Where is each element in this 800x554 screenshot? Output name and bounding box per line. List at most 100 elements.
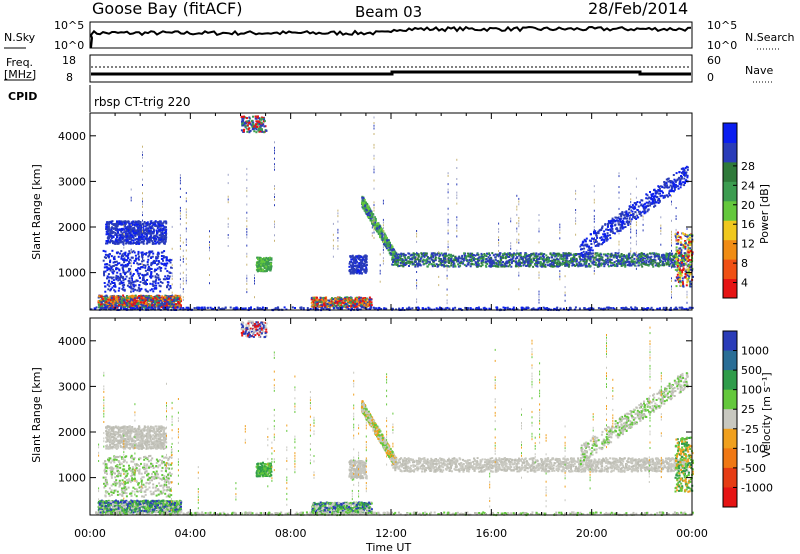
power-cell (607, 257, 609, 259)
power-cell (124, 254, 126, 256)
power-cell (367, 304, 369, 306)
power-cell (110, 283, 112, 285)
power-cell (104, 282, 106, 284)
power-cell (109, 236, 111, 238)
power-cell (366, 257, 368, 259)
power-cell (135, 284, 137, 286)
power-cell (601, 263, 603, 265)
power-cell (150, 299, 152, 301)
power-cell (246, 128, 248, 130)
power-cell (119, 228, 121, 230)
power-cell (621, 258, 623, 260)
power-cell (340, 298, 342, 300)
power-cell (123, 242, 125, 244)
power-cell (641, 255, 643, 257)
power-cell (347, 296, 349, 298)
power-cell (168, 295, 170, 297)
power-cell (140, 299, 142, 301)
power-cell (103, 274, 105, 276)
power-cell (386, 244, 388, 246)
power-cell (607, 259, 609, 261)
power-cell (136, 270, 138, 272)
power-cell (139, 273, 141, 275)
power-cell (126, 235, 128, 237)
power-cell (386, 240, 388, 242)
power-cell (367, 214, 369, 216)
power-cell (268, 267, 270, 269)
power-cell (121, 228, 123, 230)
power-cell (516, 263, 518, 265)
power-cell (614, 261, 616, 263)
power-cell (586, 256, 588, 258)
power-cell (260, 258, 262, 260)
power-cell (116, 223, 118, 225)
power-cell (541, 257, 543, 259)
power-cell (267, 262, 269, 264)
power-cell (499, 252, 501, 254)
power-cell (135, 242, 137, 244)
power-cell (136, 262, 138, 264)
power-cell (164, 296, 166, 298)
power-cell (376, 228, 378, 230)
power-cell (114, 258, 116, 260)
power-cell (145, 302, 147, 304)
power-cell (149, 225, 151, 227)
power-cell (111, 277, 113, 279)
power-cell (647, 253, 649, 255)
power-cell (506, 265, 508, 267)
power-cell (164, 256, 166, 258)
power-cell (173, 304, 175, 306)
power-cell (384, 234, 386, 236)
power-cell (313, 297, 315, 299)
power-cell (643, 253, 645, 255)
power-cell (258, 121, 260, 123)
power-cell (114, 234, 116, 236)
power-cell (366, 269, 368, 271)
power-cell (104, 256, 106, 258)
power-cell (371, 304, 373, 306)
power-cell (107, 236, 109, 238)
power-cell (149, 233, 151, 235)
power-cell (481, 262, 483, 264)
power-cell (251, 120, 253, 122)
power-cell (102, 298, 104, 300)
power-cell (113, 302, 115, 304)
power-cell (152, 304, 154, 306)
power-cell (655, 264, 657, 266)
power-cell (612, 262, 614, 264)
power-cell (376, 225, 378, 227)
power-cell (157, 300, 159, 302)
power-cell (414, 266, 416, 268)
power-cell (493, 254, 495, 256)
power-cell (551, 254, 553, 256)
power-cell (158, 260, 160, 262)
power-cell (127, 227, 129, 229)
power-cell (180, 298, 182, 300)
power-cell (385, 236, 387, 238)
power-cell (165, 234, 167, 236)
power-cell (392, 254, 394, 256)
power-cell (248, 122, 250, 124)
power-cell (140, 301, 142, 303)
cpid-label: CPID (8, 90, 37, 103)
power-cell (147, 272, 149, 274)
power-cell (366, 203, 368, 205)
power-cell (408, 257, 410, 259)
power-cell (263, 261, 265, 263)
power-cell (152, 283, 154, 285)
power-cell (112, 265, 114, 267)
nsky-label: N.Sky (4, 31, 36, 44)
power-cell (106, 277, 108, 279)
power-cell (659, 259, 661, 261)
power-cell (146, 283, 148, 285)
power-cell (332, 303, 334, 305)
power-cell (114, 300, 116, 302)
power-cell (408, 253, 410, 255)
power-cell (573, 256, 575, 258)
power-cell (251, 126, 253, 128)
power-cell (114, 232, 116, 234)
power-cell (397, 256, 399, 258)
power-cell (263, 265, 265, 267)
noise-sky-trace (91, 27, 691, 48)
